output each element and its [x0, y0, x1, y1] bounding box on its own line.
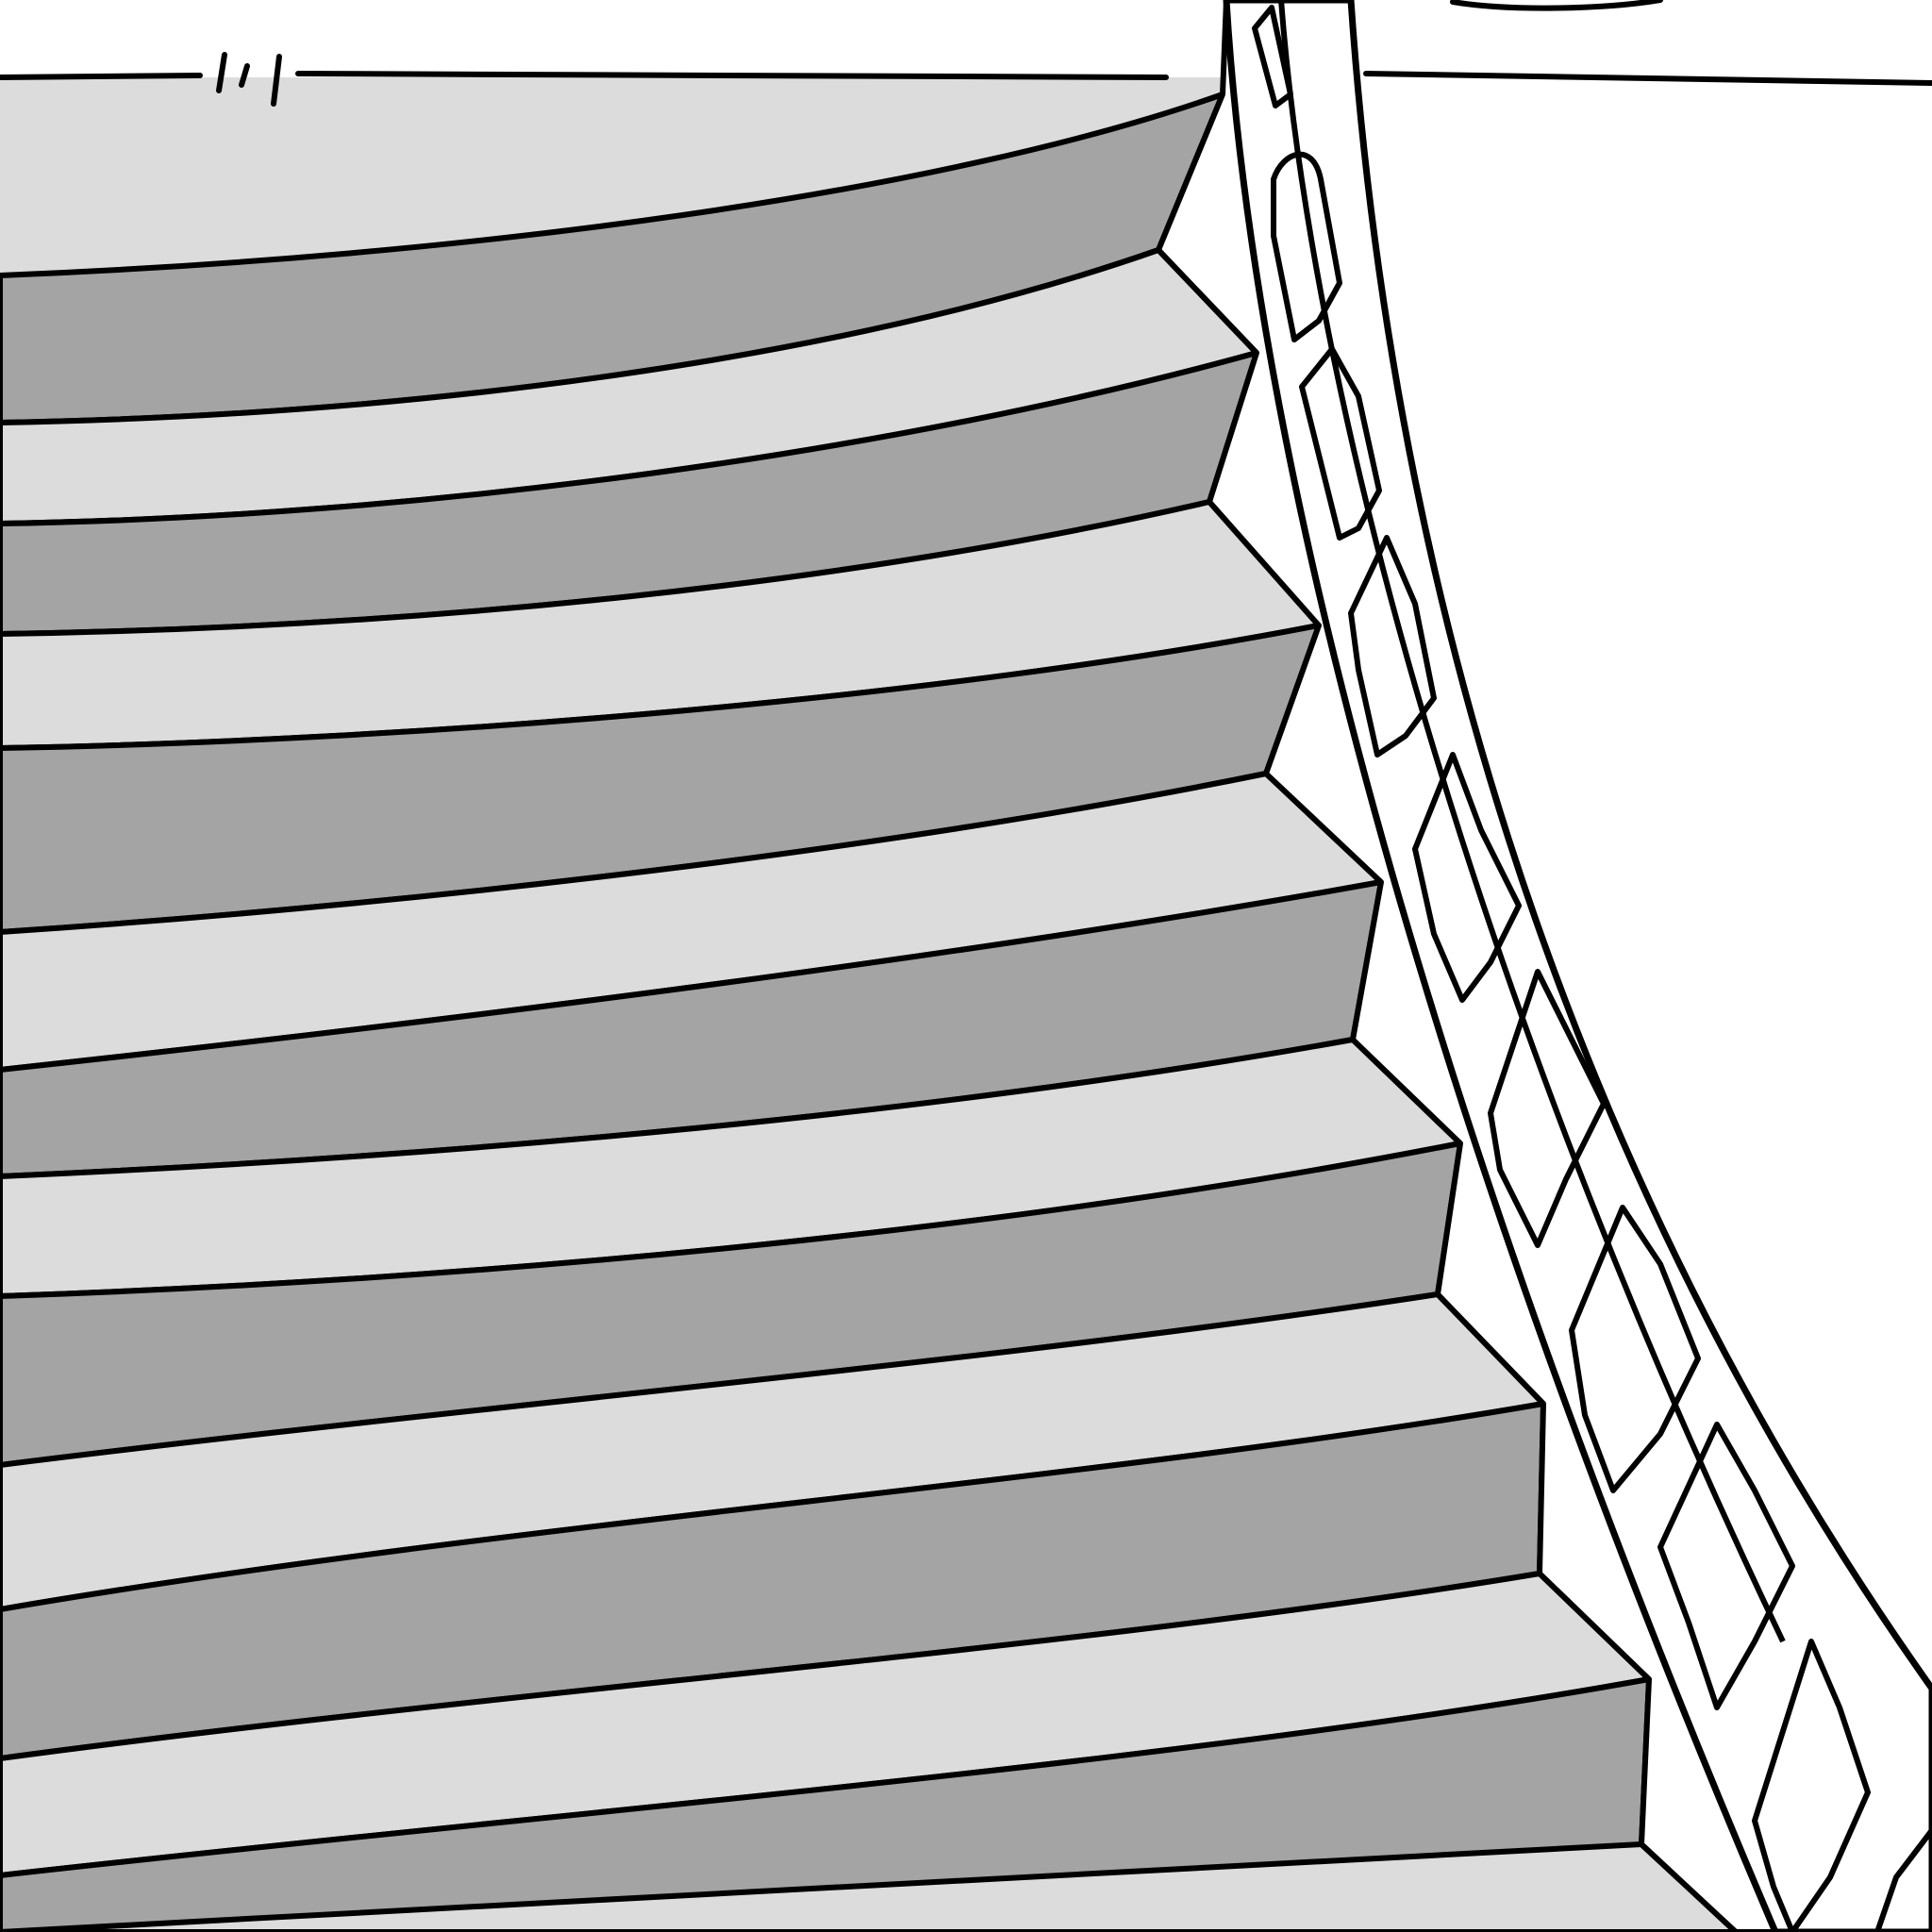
- ornament-panel: [1299, 346, 1382, 541]
- ornament-panel: [1271, 151, 1342, 342]
- landing-edge-left-2: [295, 71, 1169, 80]
- upper-landing: [0, 77, 1226, 275]
- balustrade: [1223, 0, 1932, 1932]
- ornament-panel: [1252, 5, 1293, 108]
- ornament-panel: [1412, 752, 1522, 1003]
- ornament-panel: [1348, 535, 1437, 758]
- ornament-panel: [1874, 1827, 1932, 1932]
- landing-edge-left: [0, 73, 203, 80]
- balustrade-rail-line: [1278, 0, 1786, 1643]
- landing-edge-right: [1363, 71, 1932, 86]
- stair-steps: [0, 92, 1739, 1932]
- ornament-panel: [1569, 1205, 1701, 1493]
- motion-marks-icon: [216, 52, 282, 107]
- landing-edges: [0, 0, 1932, 86]
- ornament-panel: [1488, 969, 1607, 1248]
- upper-curve: [1450, 0, 1663, 11]
- ornament-panel: [1752, 1639, 1871, 1932]
- balustrade-ornaments: [1252, 5, 1932, 1932]
- ornament-panel: [1657, 1422, 1795, 1710]
